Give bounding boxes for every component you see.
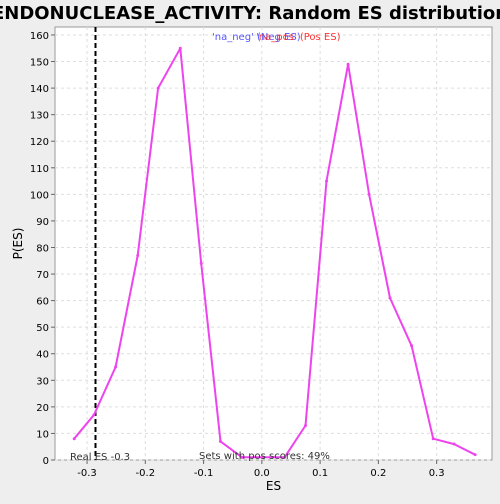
data-point bbox=[431, 437, 435, 441]
y-tick-label: 10 bbox=[36, 429, 49, 440]
legend: 'na_neg' (Neg ES) 'na_pos' (Pos ES) bbox=[212, 32, 341, 43]
data-point bbox=[367, 192, 371, 196]
data-point bbox=[304, 423, 308, 427]
y-tick-label: 0 bbox=[43, 456, 49, 467]
axis-ticks: 0 10 20 30 40 50 60 70 80 90 100 110 120 130 140 150 160… bbox=[30, 31, 445, 479]
series-group bbox=[72, 46, 477, 459]
data-point bbox=[240, 455, 244, 459]
data-point bbox=[346, 62, 350, 66]
y-tick-label: 60 bbox=[36, 297, 49, 308]
data-point bbox=[262, 455, 266, 459]
y-tick-label: 30 bbox=[36, 376, 49, 387]
y-tick-label: 80 bbox=[36, 243, 49, 254]
data-point bbox=[452, 442, 456, 446]
data-point bbox=[388, 296, 392, 300]
grid-lines bbox=[55, 27, 492, 461]
es-distribution-line bbox=[73, 47, 476, 459]
data-point bbox=[199, 261, 203, 265]
y-tick-label: 50 bbox=[36, 323, 49, 334]
y-tick-label: 160 bbox=[30, 31, 49, 42]
y-tick-label: 90 bbox=[36, 217, 49, 228]
y-tick-label: 70 bbox=[36, 270, 49, 281]
data-point bbox=[72, 437, 76, 441]
y-tick-label: 40 bbox=[36, 350, 49, 361]
y-tick-label: 110 bbox=[30, 164, 49, 175]
x-tick-label: -0.1 bbox=[194, 468, 214, 479]
data-point bbox=[283, 455, 287, 459]
data-point bbox=[410, 344, 414, 348]
legend-pos-es: 'na_pos' (Pos ES) bbox=[256, 32, 341, 43]
x-axis-label: ES bbox=[266, 479, 281, 493]
y-tick-label: 20 bbox=[36, 403, 49, 414]
data-point bbox=[114, 365, 118, 369]
y-tick-label: 130 bbox=[30, 111, 49, 122]
x-tick-label: 0.2 bbox=[370, 468, 386, 479]
y-tick-label: 150 bbox=[30, 58, 49, 69]
pos-scores-annotation: Sets with pos scores: 49% bbox=[199, 451, 330, 462]
data-point bbox=[218, 439, 222, 443]
y-tick-label: 140 bbox=[30, 84, 49, 95]
x-tick-label: 0.3 bbox=[429, 468, 445, 479]
data-point bbox=[156, 86, 160, 90]
y-tick-label: 100 bbox=[30, 190, 49, 201]
data-point bbox=[92, 413, 96, 417]
x-tick-label: 0.1 bbox=[312, 468, 328, 479]
data-point bbox=[178, 46, 182, 50]
chart-title: ENDONUCLEASE_ACTIVITY: Random ES distrib… bbox=[0, 3, 500, 24]
data-point bbox=[136, 253, 140, 257]
x-tick-label: -0.2 bbox=[136, 468, 156, 479]
data-point bbox=[325, 179, 329, 183]
x-tick-label: 0.0 bbox=[254, 468, 270, 479]
data-point bbox=[473, 453, 477, 457]
legend-neg-es: 'na_neg' (Neg ES) bbox=[212, 32, 301, 43]
y-axis-label: P(ES) bbox=[11, 228, 25, 260]
plot-area bbox=[54, 26, 493, 461]
y-tick-label: 120 bbox=[30, 137, 49, 148]
real-es-annotation: Real ES -0.3 bbox=[70, 452, 130, 463]
x-tick-label: -0.3 bbox=[77, 468, 97, 479]
